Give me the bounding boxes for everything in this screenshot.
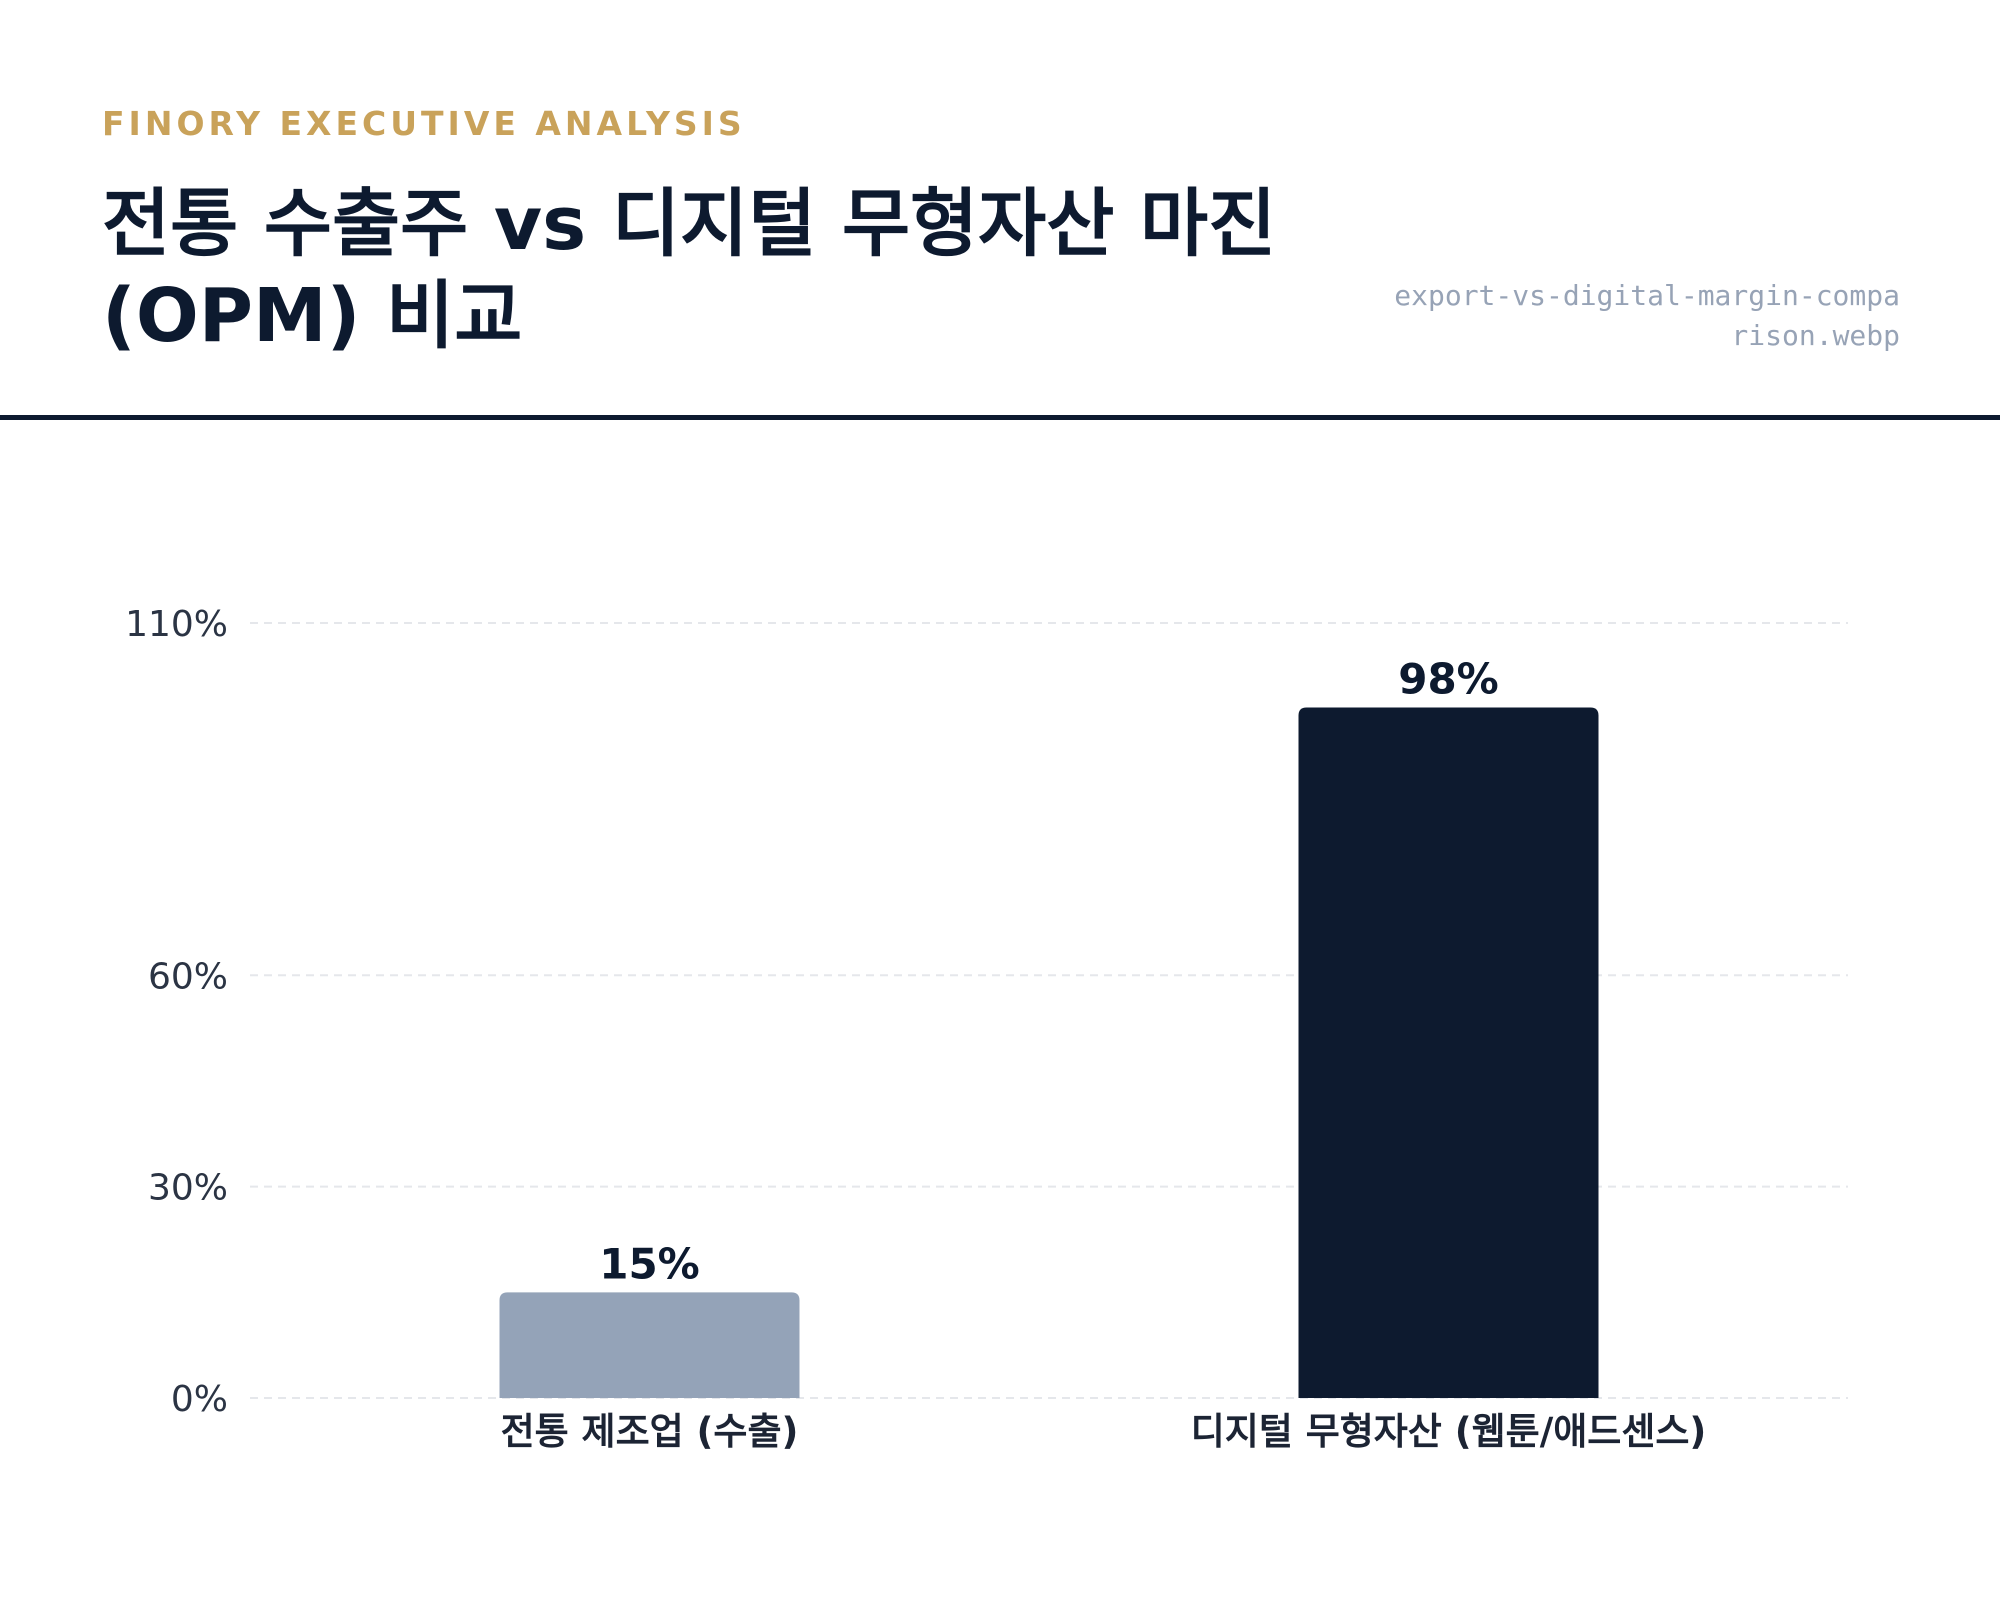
bar-labels: 15% 전통 제조업 (수출) 98% 디지털 무형자산 (웹툰/애드센스) bbox=[501, 655, 1707, 1453]
y-axis-ticks: 0% 30% 60% 110% bbox=[125, 604, 228, 1420]
bar bbox=[499, 1292, 800, 1398]
x-category-label: 디지털 무형자산 (웹툰/애드센스) bbox=[1191, 1410, 1707, 1453]
grid-lines bbox=[250, 622, 1848, 1399]
y-tick-label: 60% bbox=[148, 956, 228, 997]
y-tick-label: 30% bbox=[148, 1168, 228, 1209]
report-eyebrow: FINORY EXECUTIVE ANALYSIS bbox=[102, 104, 746, 143]
bar bbox=[1298, 707, 1599, 1398]
bars bbox=[499, 707, 1599, 1398]
bar-value-label: 98% bbox=[1398, 655, 1499, 704]
page-title: 전통 수출주 vs 디지털 무형자산 마진 (OPM) 비교 bbox=[102, 181, 1277, 359]
bar-value-label: 15% bbox=[599, 1239, 700, 1288]
file-name: export-vs-digital-margin-comparison.webp bbox=[1394, 279, 1900, 352]
y-tick-label: 0% bbox=[171, 1379, 228, 1420]
header-divider bbox=[0, 415, 2000, 420]
y-tick-label: 110% bbox=[125, 604, 228, 645]
x-category-label: 전통 제조업 (수출) bbox=[501, 1410, 799, 1453]
